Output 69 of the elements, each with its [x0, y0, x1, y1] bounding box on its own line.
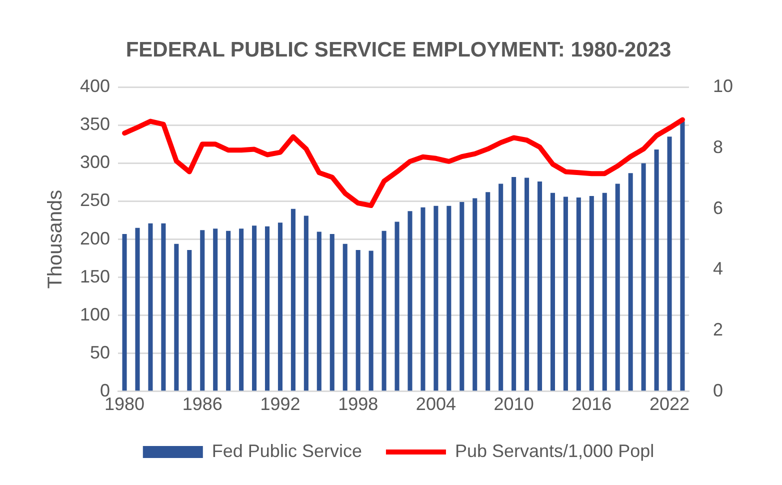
bar [576, 197, 581, 391]
y-tick-label: 300 [80, 152, 110, 172]
y-tick-label: 100 [80, 304, 110, 324]
bar [602, 192, 607, 391]
bar [213, 228, 218, 391]
bar [486, 192, 490, 391]
y2-tick-label: 6 [712, 198, 723, 218]
bar [615, 184, 620, 391]
bar [434, 206, 438, 391]
bar [148, 223, 153, 391]
bar [382, 230, 386, 391]
bar [446, 206, 452, 391]
bar [460, 202, 464, 391]
bar [161, 223, 166, 391]
bar [654, 150, 659, 391]
x-tick-label: 2022 [649, 394, 690, 414]
legend-label: Fed Public Service [212, 440, 362, 461]
y-axis-title: Thousands [44, 190, 67, 289]
x-tick-label: 1998 [338, 394, 378, 414]
y-tick-label: 200 [80, 228, 110, 248]
y-tick-label: 350 [80, 114, 110, 134]
y2-tick-label: 8 [712, 137, 723, 158]
bar [264, 226, 270, 391]
bar [342, 244, 348, 391]
x-tick-label: 2004 [416, 394, 456, 414]
y2-tick-label: 2 [712, 320, 723, 340]
x-tick-label: 1986 [182, 394, 222, 414]
chart-title: FEDERAL PUBLIC SERVICE EMPLOYMENT: 1980-2023 [126, 38, 672, 62]
bar [667, 136, 672, 391]
y-tick-label: 400 [80, 76, 110, 96]
bar [174, 244, 179, 391]
bar [122, 234, 127, 391]
bar [628, 173, 633, 391]
bar [512, 176, 516, 391]
bar [304, 216, 308, 391]
y-tick-label: 50 [90, 342, 110, 362]
bar [550, 192, 555, 391]
bar [394, 222, 400, 391]
bar [187, 250, 192, 391]
bar [368, 250, 374, 391]
bar [524, 178, 530, 391]
bar [420, 207, 426, 391]
bar [408, 211, 412, 391]
bar [589, 196, 594, 391]
bar [290, 208, 296, 391]
bar [200, 230, 205, 391]
bar [563, 196, 568, 391]
bar [330, 234, 334, 391]
y-tick-label: 150 [80, 266, 110, 286]
bar [498, 184, 504, 391]
bar [680, 121, 685, 391]
bar [356, 250, 360, 391]
bar [472, 198, 478, 391]
x-tick-label: 1992 [260, 394, 300, 414]
bar [239, 228, 244, 391]
bar [278, 222, 283, 391]
bar [641, 163, 646, 391]
bar [252, 226, 257, 391]
y2-tick-label: 0 [712, 380, 723, 400]
bar [135, 228, 140, 391]
bar [537, 182, 542, 391]
y2-tick-label: 10 [712, 76, 734, 96]
y2-tick-label: 4 [712, 258, 723, 279]
x-tick-label: 2016 [572, 394, 612, 414]
bar [226, 230, 231, 391]
legend-label: Pub Servants/1,000 Popl [454, 440, 654, 461]
y-tick-label: 250 [80, 190, 110, 210]
x-tick-label: 2010 [494, 394, 534, 414]
bar [316, 232, 322, 391]
